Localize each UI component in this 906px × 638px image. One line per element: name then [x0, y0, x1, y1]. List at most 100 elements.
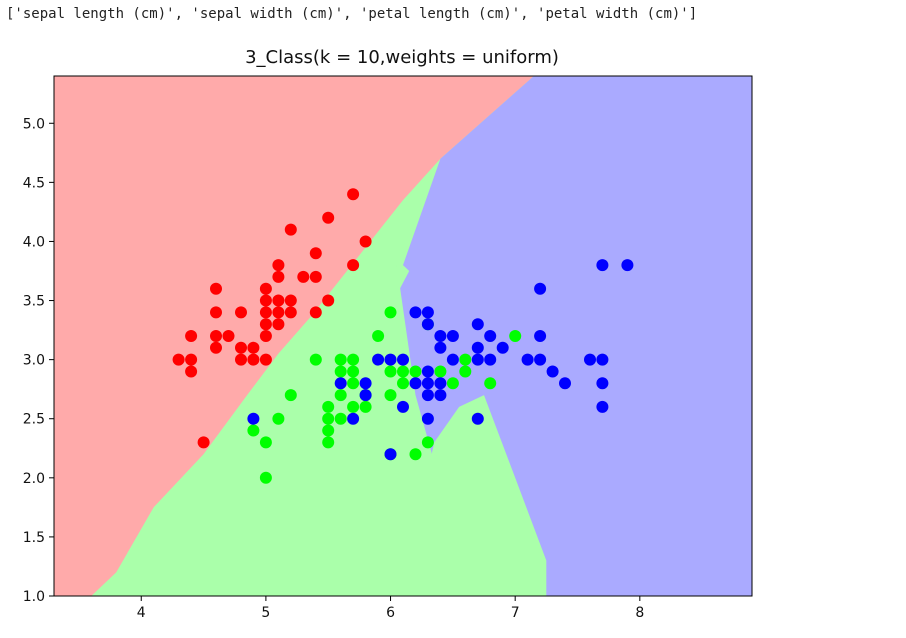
point-series1-35	[484, 377, 497, 390]
y-tick-label: 3.5	[23, 294, 45, 310]
point-series2-31	[521, 353, 534, 366]
point-series0-14	[247, 341, 260, 354]
point-series1-3	[272, 412, 285, 425]
point-series2-32	[534, 353, 547, 366]
y-tick-label: 4.0	[23, 234, 45, 250]
region-versicolor	[91, 265, 472, 596]
point-series1-11	[334, 389, 347, 402]
point-series2-22	[446, 353, 459, 366]
point-series2-14	[421, 377, 434, 390]
point-series0-30	[309, 306, 322, 319]
point-series2-5	[372, 353, 385, 366]
point-series2-36	[559, 377, 571, 390]
region-virginica	[390, 76, 752, 596]
point-series0-7	[210, 306, 222, 319]
point-series0-10	[235, 353, 247, 366]
point-series2-18	[434, 389, 447, 402]
y-tick-label: 4.5	[23, 175, 45, 191]
point-series0-18	[259, 306, 272, 319]
point-series0-33	[322, 294, 335, 307]
point-series2-13	[421, 389, 434, 402]
x-axis-ticks: 4 5 6 7 8	[137, 596, 644, 621]
point-series2-27	[471, 318, 484, 331]
point-series1-28	[409, 365, 422, 378]
point-series0-23	[272, 294, 285, 307]
point-series0-25	[272, 259, 285, 272]
point-series0-29	[297, 270, 310, 283]
region-setosa	[54, 76, 534, 596]
point-series1-5	[309, 353, 322, 366]
point-series0-4	[197, 436, 210, 449]
point-series1-9	[322, 400, 335, 413]
point-series1-1	[259, 471, 272, 484]
point-series0-27	[284, 294, 297, 307]
point-series2-7	[384, 448, 397, 461]
point-series1-26	[397, 365, 409, 378]
point-series2-24	[471, 412, 484, 425]
point-series0-16	[259, 330, 272, 342]
point-series2-20	[434, 341, 447, 354]
x-tick-label: 5	[261, 605, 270, 621]
point-series2-3	[359, 389, 372, 402]
point-series0-20	[259, 282, 272, 295]
point-series1-20	[372, 330, 385, 342]
point-series2-8	[397, 400, 409, 413]
point-series2-1	[334, 377, 347, 390]
point-series1-24	[384, 306, 397, 319]
point-series0-1	[185, 365, 198, 378]
point-series1-10	[334, 412, 347, 425]
point-series0-35	[347, 259, 360, 272]
y-tick-label: 2.5	[23, 412, 45, 428]
point-series0-31	[309, 270, 322, 283]
point-series2-19	[434, 377, 447, 390]
point-series2-40	[596, 353, 609, 366]
point-series1-18	[359, 400, 372, 413]
point-series1-32	[446, 377, 459, 390]
point-series1-2	[259, 436, 272, 449]
y-tick-label: 1.5	[23, 530, 45, 546]
point-series1-6	[322, 436, 335, 449]
point-series1-4	[284, 389, 297, 402]
point-series2-39	[596, 377, 609, 390]
point-series2-33	[534, 330, 547, 342]
y-axis-ticks: 1.0 1.5 2.0 2.5 3.0 3.5 4.0 4.5 5.0	[23, 116, 54, 605]
point-series0-17	[259, 318, 272, 331]
x-tick-label: 4	[137, 605, 146, 621]
point-series0-19	[259, 294, 272, 307]
point-series2-28	[484, 353, 497, 366]
point-series1-34	[459, 353, 472, 366]
y-tick-label: 1.0	[23, 589, 45, 605]
point-series1-13	[334, 353, 347, 366]
point-series2-17	[421, 306, 434, 319]
point-series1-22	[384, 389, 397, 402]
point-series0-36	[347, 188, 360, 201]
point-series0-8	[210, 282, 222, 295]
point-series2-26	[471, 341, 484, 354]
point-series0-21	[272, 318, 285, 331]
point-series0-13	[247, 353, 260, 366]
point-series1-25	[397, 377, 409, 390]
scatter-points	[172, 188, 634, 484]
x-tick-label: 6	[386, 605, 395, 621]
point-series2-6	[384, 353, 397, 366]
y-tick-label: 3.0	[23, 353, 45, 369]
point-series2-0	[247, 412, 260, 425]
point-series0-32	[309, 247, 322, 260]
point-series2-9	[397, 353, 409, 366]
point-series1-16	[347, 365, 360, 378]
point-series2-10	[409, 377, 422, 390]
point-series2-30	[496, 341, 509, 354]
point-series0-26	[284, 306, 297, 319]
point-series2-29	[484, 330, 497, 342]
point-series1-15	[347, 377, 360, 390]
point-series0-6	[210, 330, 222, 342]
y-tick-label: 5.0	[23, 116, 45, 132]
point-series1-17	[347, 353, 360, 366]
point-series0-2	[185, 353, 198, 366]
point-series2-4	[359, 377, 372, 390]
x-tick-label: 8	[635, 605, 644, 621]
point-series1-23	[384, 365, 397, 378]
console-output: ['sepal length (cm)', 'sepal width (cm)'…	[6, 6, 698, 22]
point-series2-23	[446, 330, 459, 342]
point-series2-25	[471, 353, 484, 366]
